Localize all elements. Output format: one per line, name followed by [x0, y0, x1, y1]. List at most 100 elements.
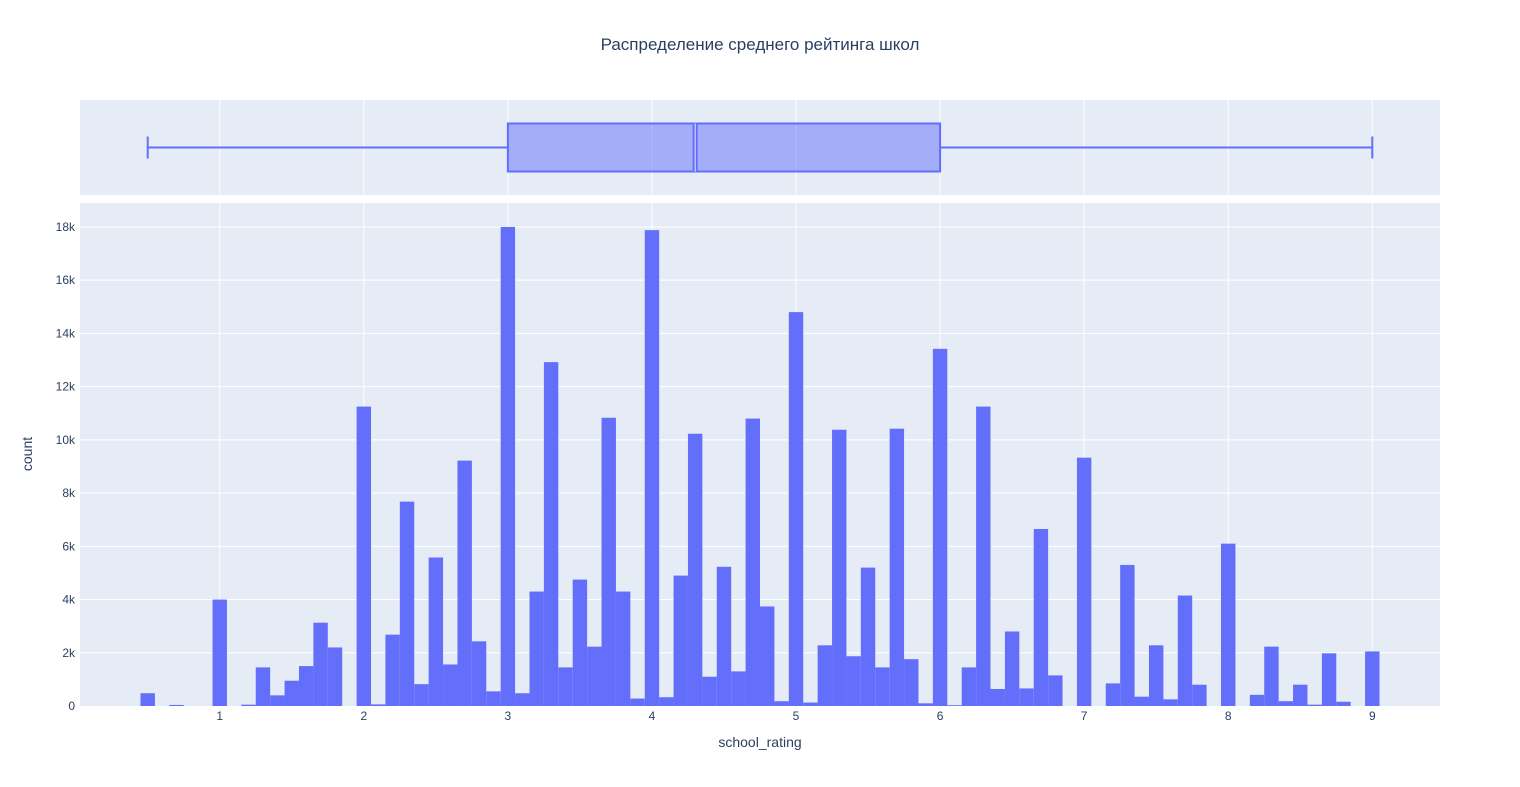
- histogram-bar[interactable]: [875, 667, 889, 706]
- histogram-bar[interactable]: [1307, 705, 1321, 706]
- box-iqr[interactable]: [508, 124, 940, 172]
- histogram-bar[interactable]: [515, 693, 529, 706]
- histogram-bar[interactable]: [587, 647, 601, 706]
- x-tick-label: 5: [793, 709, 800, 723]
- histogram-bar[interactable]: [789, 312, 803, 706]
- histogram-bar[interactable]: [241, 705, 255, 706]
- histogram-bar[interactable]: [1264, 647, 1278, 706]
- histogram-bar[interactable]: [731, 671, 745, 706]
- histogram-bar[interactable]: [573, 580, 587, 706]
- histogram-bar[interactable]: [947, 705, 961, 706]
- histogram-bar[interactable]: [1365, 651, 1379, 706]
- histogram-bar[interactable]: [1106, 683, 1120, 706]
- histogram-bar[interactable]: [760, 606, 774, 706]
- histogram-bar[interactable]: [285, 681, 299, 706]
- histogram-bar[interactable]: [918, 703, 932, 706]
- y-tick-label: 12k: [56, 380, 76, 394]
- histogram-bar[interactable]: [558, 667, 572, 706]
- histogram-bar[interactable]: [299, 666, 313, 706]
- x-tick-label: 2: [360, 709, 367, 723]
- histogram-bar[interactable]: [357, 407, 371, 706]
- histogram-bar[interactable]: [1149, 645, 1163, 706]
- x-tick-label: 8: [1225, 709, 1232, 723]
- y-axis-title: count: [19, 437, 35, 471]
- histogram-bar[interactable]: [688, 434, 702, 706]
- histogram-bar[interactable]: [1322, 653, 1336, 706]
- histogram-bar[interactable]: [169, 705, 183, 706]
- histogram-bar[interactable]: [141, 693, 155, 706]
- x-tick-label: 1: [216, 709, 223, 723]
- histogram-bar[interactable]: [933, 349, 947, 706]
- chart-title: Распределение среднего рейтинга школ: [601, 35, 920, 54]
- histogram-bar[interactable]: [1135, 697, 1149, 706]
- histogram-bar[interactable]: [544, 362, 558, 706]
- x-axis-tick-labels: 123456789: [216, 709, 1376, 723]
- histogram-bar[interactable]: [472, 641, 486, 706]
- y-tick-label: 8k: [62, 486, 76, 500]
- histogram-bar[interactable]: [846, 656, 860, 706]
- histogram-bar[interactable]: [1279, 701, 1293, 706]
- y-axis-tick-labels: 0 2k 4k 6k 8k 10k 12k 14k 16k 18k: [56, 220, 76, 713]
- histogram-bar[interactable]: [717, 567, 731, 706]
- x-axis-title: school_rating: [718, 734, 801, 750]
- histogram-bar[interactable]: [1163, 699, 1177, 706]
- x-tick-label: 6: [937, 709, 944, 723]
- histogram-bar[interactable]: [746, 419, 760, 706]
- histogram-bar[interactable]: [602, 418, 616, 706]
- histogram-bar[interactable]: [328, 647, 342, 706]
- histogram-bar[interactable]: [702, 677, 716, 706]
- y-tick-label: 10k: [56, 433, 76, 447]
- histogram-bar[interactable]: [529, 592, 543, 706]
- histogram-bar[interactable]: [1019, 688, 1033, 706]
- histogram-bar[interactable]: [630, 699, 644, 706]
- y-tick-label: 16k: [56, 273, 76, 287]
- y-tick-label: 2k: [62, 646, 76, 660]
- histogram-bar[interactable]: [400, 502, 414, 706]
- histogram-bar[interactable]: [803, 703, 817, 706]
- histogram-bar[interactable]: [256, 667, 270, 706]
- histogram-bar[interactable]: [818, 645, 832, 706]
- histogram-bar[interactable]: [385, 635, 399, 706]
- histogram-bar[interactable]: [1178, 596, 1192, 706]
- histogram-bar[interactable]: [774, 701, 788, 706]
- histogram-bar[interactable]: [1048, 675, 1062, 706]
- histogram-bar[interactable]: [213, 600, 227, 706]
- histogram-bar[interactable]: [1250, 695, 1264, 706]
- histogram-bar[interactable]: [371, 704, 385, 706]
- histogram-bar[interactable]: [270, 695, 284, 706]
- x-tick-label: 7: [1081, 709, 1088, 723]
- histogram-bar[interactable]: [313, 623, 327, 706]
- histogram-bar[interactable]: [1221, 544, 1235, 706]
- histogram-bar[interactable]: [1077, 458, 1091, 706]
- histogram-bar[interactable]: [832, 430, 846, 706]
- histogram-bar[interactable]: [659, 697, 673, 706]
- histogram-bar[interactable]: [674, 576, 688, 706]
- histogram-bar[interactable]: [962, 667, 976, 706]
- histogram-bar[interactable]: [645, 230, 659, 706]
- histogram-bar[interactable]: [1005, 631, 1019, 706]
- histogram-bar[interactable]: [1293, 685, 1307, 706]
- y-tick-label: 18k: [56, 220, 76, 234]
- histogram-bar[interactable]: [1120, 565, 1134, 706]
- histogram-bar[interactable]: [443, 664, 457, 706]
- x-tick-label: 4: [649, 709, 656, 723]
- histogram-bar[interactable]: [457, 461, 471, 706]
- histogram-bar[interactable]: [976, 407, 990, 706]
- histogram-bar[interactable]: [1336, 702, 1350, 706]
- histogram-bar[interactable]: [414, 684, 428, 706]
- histogram-bar[interactable]: [861, 568, 875, 706]
- x-tick-label: 9: [1369, 709, 1376, 723]
- y-tick-label: 0: [68, 699, 75, 713]
- histogram-bar[interactable]: [616, 592, 630, 706]
- y-tick-label: 4k: [62, 593, 76, 607]
- histogram-bar[interactable]: [904, 659, 918, 706]
- histogram-bar[interactable]: [501, 227, 515, 706]
- histogram-bar[interactable]: [486, 691, 500, 706]
- histogram-bar[interactable]: [1192, 685, 1206, 706]
- histogram-bar[interactable]: [1034, 529, 1048, 706]
- histogram-bar[interactable]: [429, 557, 443, 706]
- y-tick-label: 14k: [56, 326, 76, 340]
- histogram-bar[interactable]: [991, 689, 1005, 706]
- histogram-bar[interactable]: [890, 429, 904, 706]
